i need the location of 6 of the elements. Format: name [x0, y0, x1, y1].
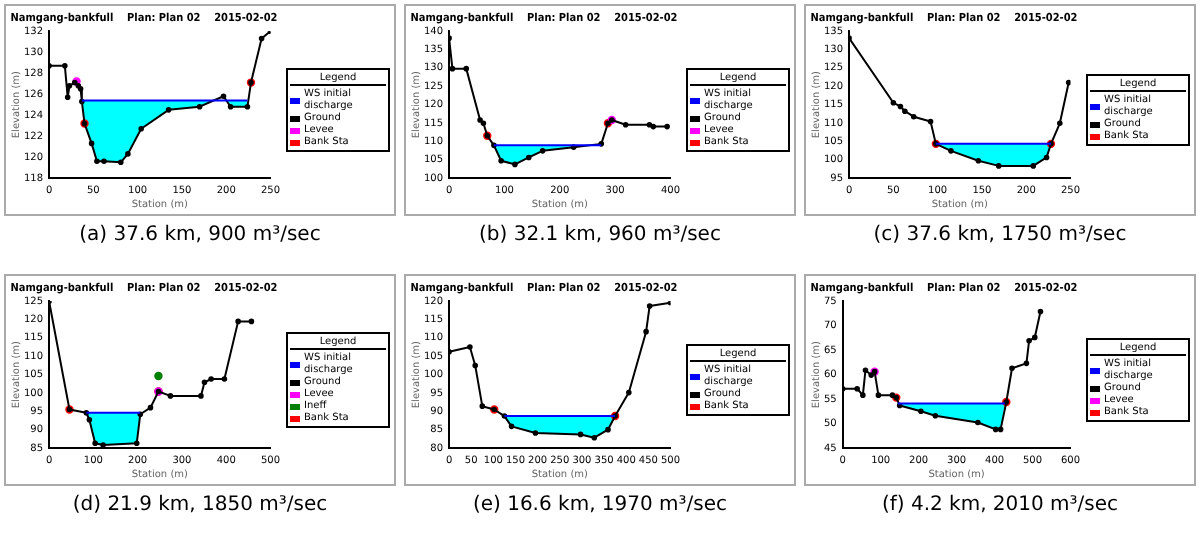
text: (d) 21.9 km, 1850 m³/sec — [72, 494, 328, 516]
text: (b) 32.1 km, 960 m³/sec — [479, 224, 721, 246]
text: (c) 37.6 km, 1750 m³/sec — [873, 224, 1127, 246]
text: (e) 16.6 km, 1970 m³/sec — [472, 494, 728, 516]
text: (f) 4.2 km, 2010 m³/sec — [881, 494, 1119, 516]
text: (a) 37.6 km, 900 m³/sec — [79, 224, 321, 246]
